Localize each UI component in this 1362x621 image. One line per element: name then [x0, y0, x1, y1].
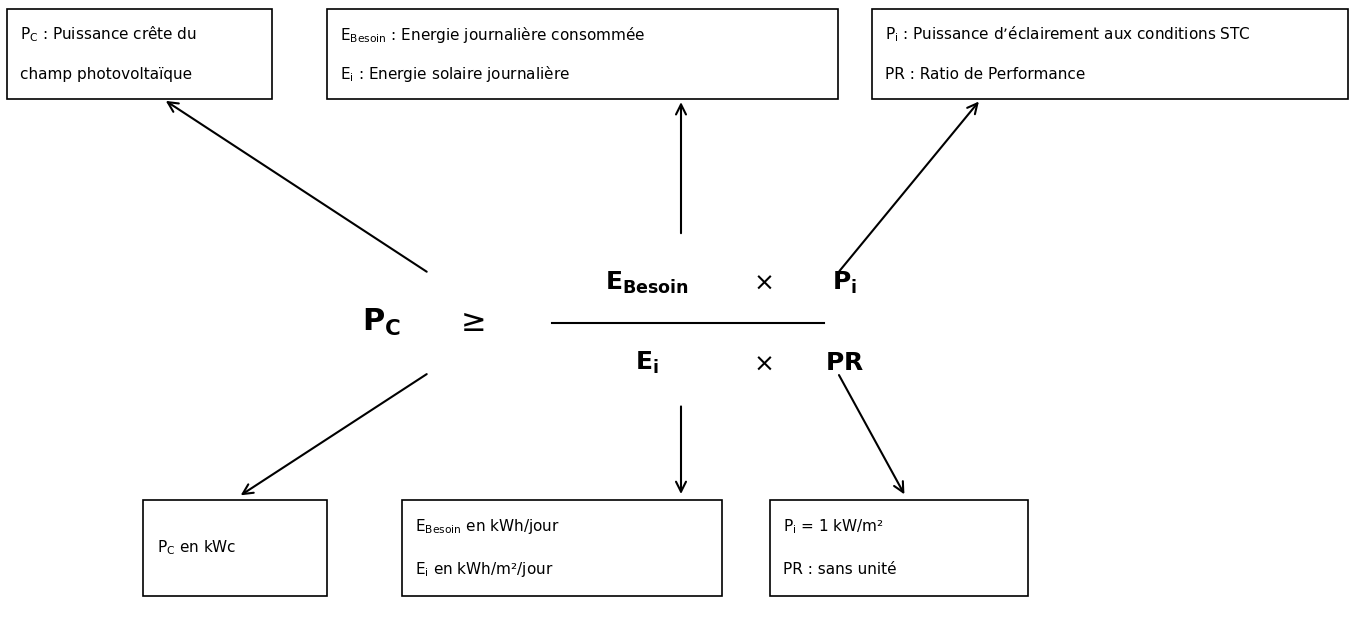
Text: $\mathbf{P_i}$: $\mathbf{P_i}$ — [832, 270, 857, 296]
Text: P$_\mathregular{i}$ = 1 kW/m²: P$_\mathregular{i}$ = 1 kW/m² — [783, 517, 884, 536]
Bar — [872, 9, 1348, 99]
Bar — [402, 500, 722, 596]
Text: $\mathbf{PR}$: $\mathbf{PR}$ — [825, 351, 864, 375]
Text: P$_\mathregular{C}$ en kWc: P$_\mathregular{C}$ en kWc — [157, 538, 236, 558]
Text: E$_\mathregular{Besoin}$ : Energie journalière consommée: E$_\mathregular{Besoin}$ : Energie journ… — [340, 24, 646, 45]
Text: P$_\mathregular{C}$ : Puissance crête du: P$_\mathregular{C}$ : Puissance crête du — [20, 25, 197, 44]
Bar — [327, 9, 838, 99]
Text: $\times$: $\times$ — [753, 351, 772, 375]
Text: E$_\mathregular{i}$ en kWh/m²/jour: E$_\mathregular{i}$ en kWh/m²/jour — [415, 560, 554, 579]
Text: $\mathbf{P_C}$: $\mathbf{P_C}$ — [362, 307, 400, 338]
Text: $\mathbf{E_{Besoin}}$: $\mathbf{E_{Besoin}}$ — [605, 270, 689, 296]
Bar — [770, 500, 1028, 596]
Text: $\times$: $\times$ — [753, 271, 772, 294]
Text: $\geq$: $\geq$ — [455, 309, 485, 337]
Text: champ photovoltaïque: champ photovoltaïque — [20, 66, 192, 81]
Bar — [143, 500, 327, 596]
Text: PR : sans unité: PR : sans unité — [783, 562, 896, 577]
Text: PR : Ratio de Performance: PR : Ratio de Performance — [885, 66, 1086, 81]
Text: P$_\mathregular{i}$ : Puissance d’éclairement aux conditions STC: P$_\mathregular{i}$ : Puissance d’éclair… — [885, 25, 1252, 44]
Text: E$_\mathregular{Besoin}$ en kWh/jour: E$_\mathregular{Besoin}$ en kWh/jour — [415, 517, 560, 537]
Text: $\mathbf{E_i}$: $\mathbf{E_i}$ — [635, 350, 659, 376]
Bar — [7, 9, 272, 99]
Text: E$_\mathregular{i}$ : Energie solaire journalière: E$_\mathregular{i}$ : Energie solaire jo… — [340, 64, 571, 84]
